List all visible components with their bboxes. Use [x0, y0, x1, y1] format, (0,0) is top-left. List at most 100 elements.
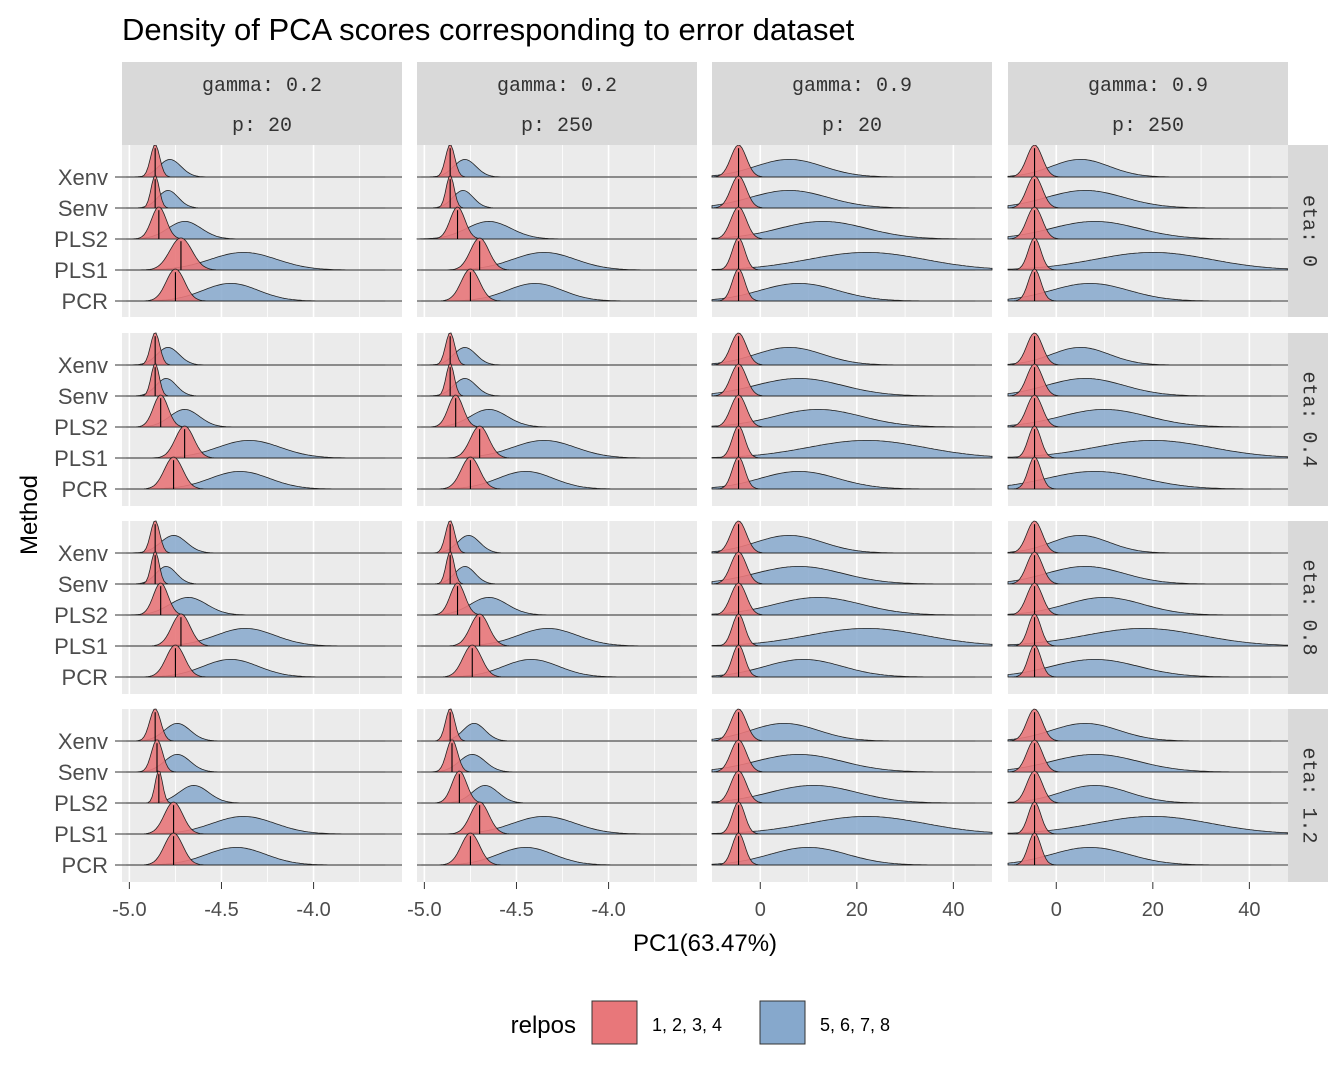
ridge-pls2: [417, 582, 697, 616]
density-red: [122, 708, 402, 742]
ridge-pcr: [1007, 456, 1288, 490]
ridge-xenv: [711, 332, 992, 366]
ridge-pls1: [417, 237, 697, 271]
density-red: [122, 268, 402, 302]
density-red: [711, 582, 992, 616]
ridge-xenv: [1007, 332, 1288, 366]
y-tick-label: PLS2: [54, 791, 108, 816]
density-red: [417, 425, 697, 459]
y-tick-label: PLS1: [54, 822, 108, 847]
row-strip-0: eta: 0: [1288, 145, 1328, 317]
panel-r2-c3: [1007, 520, 1289, 694]
y-tick-label: PLS1: [54, 446, 108, 471]
panel-r1-c0: [122, 332, 402, 506]
panel-r1-c1: [417, 332, 697, 506]
ridge-pls2: [711, 770, 992, 804]
column-strip-2: gamma: 0.9 p: 20: [712, 62, 992, 145]
ridge-pls2: [416, 206, 697, 240]
ridge-pls1: [122, 613, 402, 647]
ridge-xenv: [417, 520, 697, 554]
ridge-pcr: [711, 644, 992, 678]
density-red: [417, 237, 697, 271]
strip-label-p: p: 250: [1112, 115, 1184, 138]
density-red: [1007, 206, 1288, 240]
density-red: [122, 770, 402, 804]
ridge-pcr: [417, 268, 697, 302]
panel-r1-c2: [711, 332, 993, 506]
ridge-pls2: [1007, 206, 1288, 240]
ridge-pcr: [711, 268, 992, 302]
x-tick-label: -4.0: [591, 899, 625, 921]
strip-label-eta: eta: 0.4: [1297, 371, 1320, 467]
density-red: [712, 832, 992, 866]
chart-title: Density of PCA scores corresponding to e…: [122, 12, 855, 47]
density-red: [122, 801, 402, 835]
ridge-pls1: [1007, 613, 1289, 647]
ridge-xenv: [417, 332, 697, 366]
ridge-xenv: [711, 520, 992, 554]
density-red: [417, 613, 697, 647]
x-axis-title: PC1(63.47%): [633, 930, 777, 957]
density-blue: [1007, 628, 1289, 647]
density-red: [1008, 613, 1288, 647]
density-red: [712, 801, 992, 835]
panel-r3-c2: [711, 708, 993, 882]
panel-r2-c2: [711, 520, 993, 694]
strip-label-gamma: gamma: 0.2: [202, 75, 322, 98]
density-red: [711, 551, 992, 585]
ridge-senv: [417, 551, 697, 585]
density-red: [417, 708, 697, 742]
x-tick-label: 0: [1051, 899, 1062, 921]
ridge-pcr: [1007, 268, 1288, 302]
density-red: [122, 644, 402, 678]
density-red: [122, 363, 402, 397]
legend-label-red: 1, 2, 3, 4: [652, 1015, 722, 1035]
panel-r3-c0: [122, 708, 402, 882]
ridge-pls1: [1007, 425, 1289, 459]
column-strip-1: gamma: 0.2 p: 250: [417, 62, 697, 145]
ridge-pls2: [1007, 770, 1288, 804]
y-tick-label: PLS1: [54, 634, 108, 659]
density-red: [122, 551, 402, 585]
ridge-pls1: [417, 801, 697, 835]
ridge-pls2: [122, 206, 402, 240]
ridge-pcr: [122, 268, 402, 302]
ridge-senv: [711, 363, 992, 397]
y-tick-label: PLS2: [54, 227, 108, 252]
density-red: [417, 520, 697, 554]
ridge-pls1: [122, 237, 402, 271]
density-red: [417, 268, 697, 302]
density-red: [712, 425, 992, 459]
ridge-pls1: [711, 425, 993, 459]
ridge-pls2: [1007, 394, 1288, 428]
density-red: [122, 425, 402, 459]
density-red: [711, 332, 992, 366]
density-red: [711, 708, 992, 742]
ridge-xenv: [122, 520, 402, 554]
ridge-senv: [1007, 739, 1288, 773]
x-tick-label: -4.5: [204, 899, 238, 921]
ridge-pls2: [1007, 582, 1288, 616]
density-red: [712, 268, 992, 302]
ridge-pcr: [417, 644, 697, 678]
ridge-pcr: [711, 832, 992, 866]
density-red: [417, 551, 697, 585]
row-strip-1: eta: 0.4: [1288, 333, 1328, 506]
density-red: [1008, 832, 1288, 866]
ridge-xenv: [122, 144, 402, 178]
strip-label-eta: eta: 0: [1297, 195, 1320, 267]
density-red: [417, 801, 697, 835]
y-tick-label: PLS2: [54, 603, 108, 628]
density-red: [712, 613, 992, 647]
ridge-pls2: [711, 394, 992, 428]
x-tick-label: -5.0: [407, 899, 441, 921]
legend-title: relpos: [511, 1012, 576, 1039]
density-blue: [711, 816, 993, 835]
strip-label-p: p: 20: [822, 115, 882, 138]
strip-label-eta: eta: 0.8: [1297, 559, 1320, 655]
y-tick-label: PCR: [62, 477, 108, 502]
density-red: [1008, 644, 1288, 678]
density-red: [122, 175, 402, 209]
strip-label-eta: eta: 1.2: [1297, 747, 1320, 843]
strip-background: [712, 62, 992, 145]
